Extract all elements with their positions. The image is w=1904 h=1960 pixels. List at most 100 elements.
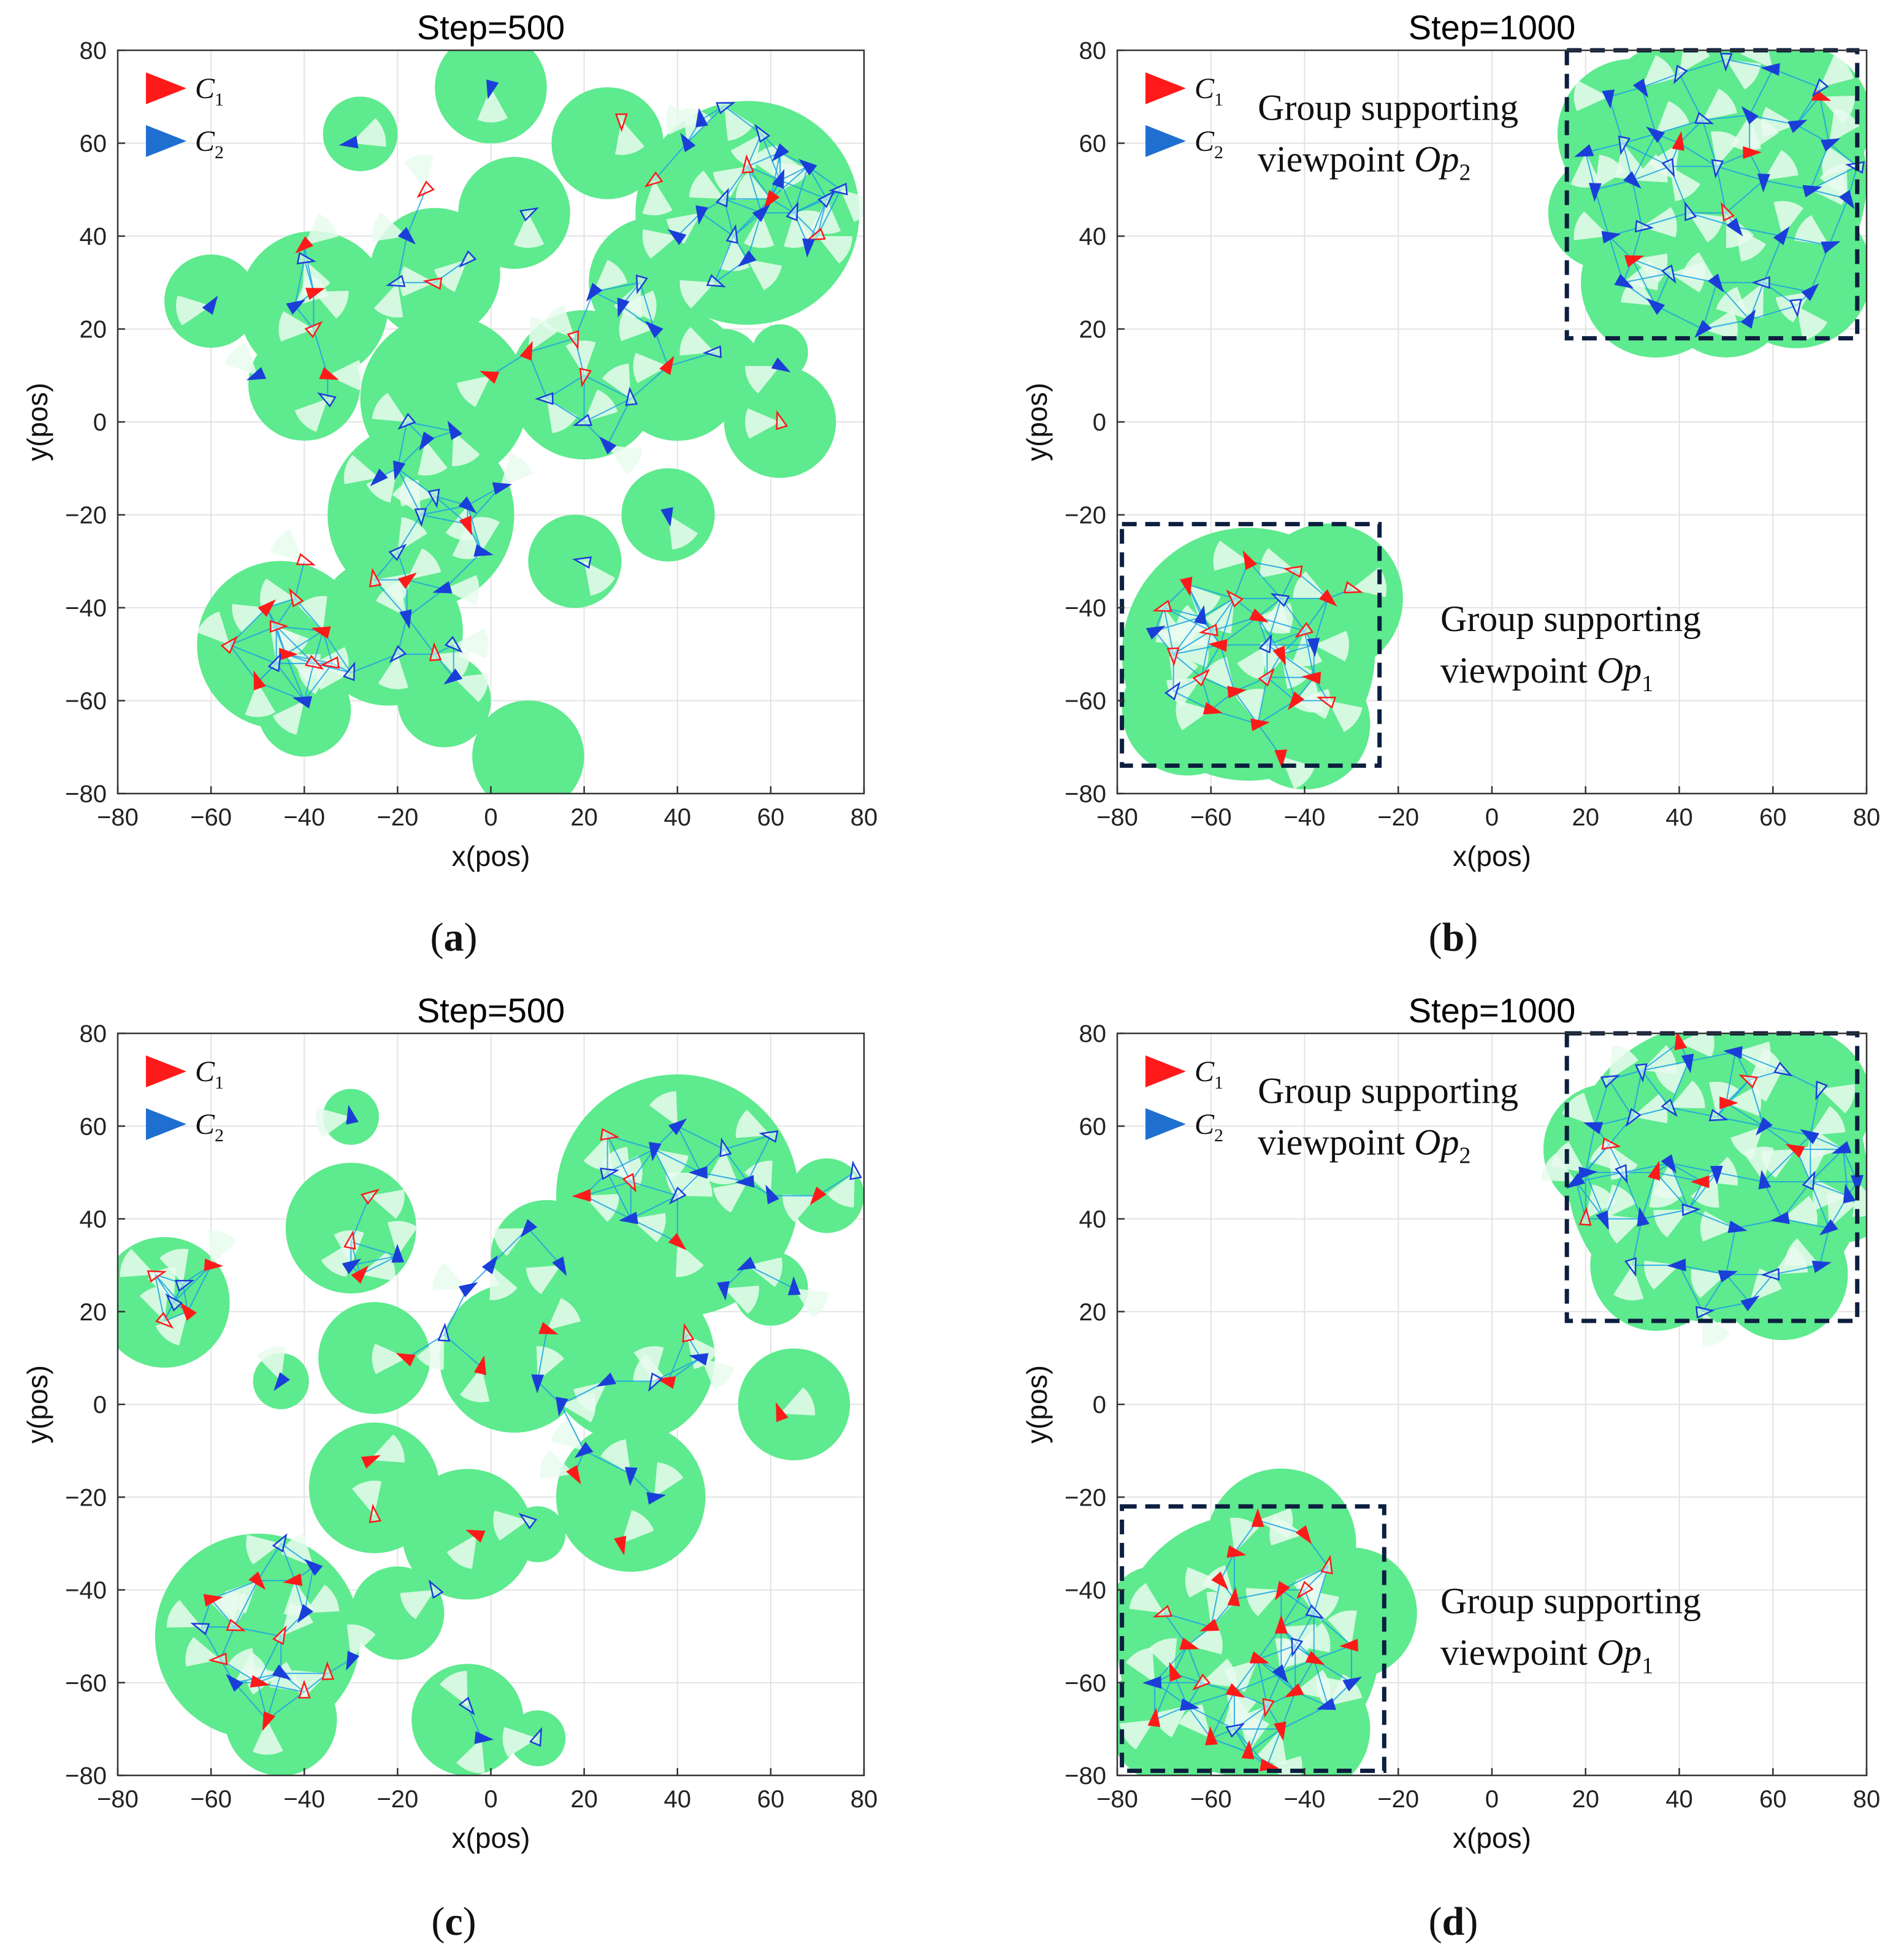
x-tick-label: 60 xyxy=(1759,1786,1787,1813)
fov-wedge xyxy=(621,290,657,321)
agent-marker xyxy=(586,283,603,302)
link xyxy=(1670,1162,1717,1173)
agent-marker xyxy=(1227,686,1247,699)
legend-subscript: 1 xyxy=(215,1073,224,1093)
series-c2 xyxy=(1145,53,1865,701)
x-tick-label: 20 xyxy=(570,1786,598,1813)
x-tick-label: 60 xyxy=(1759,804,1787,831)
agent-marker xyxy=(342,1258,362,1274)
fov-wedge xyxy=(387,1220,418,1256)
link xyxy=(275,663,305,702)
series-c2 xyxy=(1142,1046,1864,1738)
link xyxy=(746,212,762,260)
agent-marker xyxy=(719,1137,732,1157)
agent-marker xyxy=(1661,1098,1678,1117)
x-tick-label: 60 xyxy=(757,804,785,831)
link xyxy=(1726,1102,1764,1127)
fov-wedge xyxy=(747,259,782,291)
legend-swatch-2 xyxy=(1145,125,1186,157)
agent-marker xyxy=(1274,1721,1287,1741)
fov-wedge xyxy=(166,1599,202,1628)
agent-marker xyxy=(695,205,708,225)
fov-wedge xyxy=(1260,548,1296,578)
fov-wedge xyxy=(456,1738,485,1774)
agent-marker xyxy=(253,670,266,691)
x-tick-label: −80 xyxy=(1096,804,1138,831)
fov-wedge xyxy=(1653,1163,1684,1199)
link xyxy=(1642,1060,1689,1071)
agent-marker xyxy=(614,1536,627,1556)
fov-wedge xyxy=(730,134,762,169)
y-tick-label: −60 xyxy=(1065,688,1106,715)
agent-marker xyxy=(1601,1137,1621,1150)
link xyxy=(1248,561,1282,599)
panel-label: (d) xyxy=(1429,1899,1478,1944)
fov-wedge xyxy=(1670,1080,1705,1109)
agent-marker xyxy=(1811,1260,1832,1273)
legend-swatch-1 xyxy=(1145,72,1186,104)
link xyxy=(234,1580,259,1628)
agent-marker xyxy=(289,588,304,608)
agent-marker xyxy=(648,1142,662,1162)
y-tick-label: −60 xyxy=(65,688,107,715)
link xyxy=(1763,1149,1797,1182)
link xyxy=(779,180,827,200)
agent-marker xyxy=(397,227,416,245)
fov-wedge xyxy=(1679,50,1710,74)
agent-marker xyxy=(258,599,276,617)
link xyxy=(257,1543,282,1581)
agent-marker xyxy=(1578,1206,1592,1226)
fov-wedge xyxy=(724,1285,759,1314)
agent-marker xyxy=(286,299,306,315)
link xyxy=(667,1334,687,1382)
x-tick-label: 80 xyxy=(851,1786,878,1813)
annotation-line2: viewpoint Op2 xyxy=(1258,139,1470,186)
agent-marker xyxy=(1251,1508,1264,1527)
x-tick-label: 0 xyxy=(484,804,497,831)
agent-marker xyxy=(1258,668,1275,687)
agent-marker xyxy=(267,652,282,672)
link xyxy=(294,598,324,632)
link xyxy=(1594,189,1610,237)
link xyxy=(1763,281,1811,293)
x-tick-label: −80 xyxy=(97,804,139,831)
link xyxy=(724,105,762,135)
agent-marker xyxy=(1756,1117,1773,1136)
fov-wedge xyxy=(477,87,508,123)
fov-wedge xyxy=(642,229,678,259)
agent-marker xyxy=(343,1230,356,1250)
agent-marker xyxy=(1583,1122,1604,1135)
agent-marker xyxy=(519,207,540,222)
panel-c: −80 −60 −40 −20 0 20 40 60 80 80 60 40 20 0 −20 −40 −60 −… xyxy=(21,991,877,1944)
agent-marker xyxy=(428,1579,444,1599)
agent-marker xyxy=(248,1571,266,1590)
y-axis-label: y(pos) xyxy=(21,1365,53,1444)
fov-wedge xyxy=(1295,1623,1331,1653)
link xyxy=(677,1125,725,1150)
link xyxy=(373,579,408,618)
fov-wedge xyxy=(1810,1106,1846,1136)
fov-wedge xyxy=(1653,1209,1689,1238)
agent-marker xyxy=(1574,144,1594,157)
agent-marker xyxy=(295,236,314,254)
agent-marker xyxy=(1726,218,1743,237)
link xyxy=(606,398,632,446)
link xyxy=(421,505,468,516)
agent-marker xyxy=(802,238,815,258)
fov-wedge xyxy=(1656,101,1689,134)
legend-label-2: C2 xyxy=(195,1108,224,1146)
agent-marker xyxy=(518,1513,538,1529)
agent-marker xyxy=(180,1302,197,1321)
agent-marker xyxy=(668,1118,687,1136)
fov-wedge xyxy=(668,515,698,550)
agent-marker xyxy=(1674,1033,1687,1051)
agent-marker xyxy=(1802,1170,1816,1190)
plot-title: Step=500 xyxy=(417,991,565,1030)
agent-marker xyxy=(397,572,417,589)
agent-marker xyxy=(486,79,499,99)
fov-wedge xyxy=(1642,207,1677,238)
link xyxy=(229,626,277,646)
fov-wedge xyxy=(744,213,774,248)
